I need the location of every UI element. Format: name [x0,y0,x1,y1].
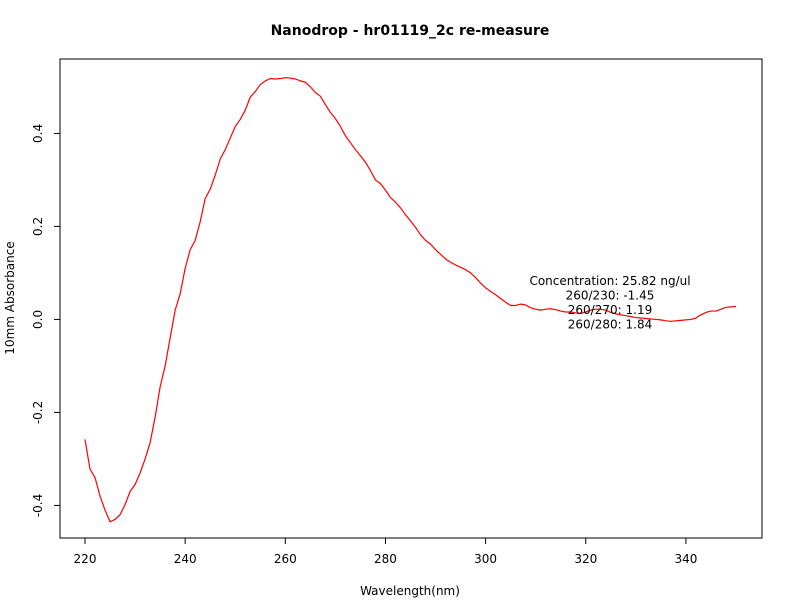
y-axis-label: 10mm Absorbance [3,241,17,354]
y-tick-label: -0.4 [31,494,45,517]
y-axis: -0.4 -0.2 0.0 0.2 0.4 [31,124,61,517]
x-axis: 220 240 260 280 300 320 340 [74,537,697,566]
series-line-0 [84,76,737,523]
plot-frame [59,58,763,539]
series-group [84,76,737,523]
annotation-line: Concentration: 25.82 ng/ul [529,274,690,288]
y-tick-label: 0.4 [31,124,45,143]
annotation-line: 260/280: 1.84 [568,318,652,332]
x-tick-label: 280 [374,552,397,566]
y-tick-label: 0.0 [31,310,45,329]
x-tick-label: 220 [74,552,97,566]
x-tick-label: 260 [274,552,297,566]
annotation-line: 260/270: 1.19 [568,303,652,317]
x-tick-label: 240 [174,552,197,566]
y-tick-label: -0.2 [31,401,45,424]
annotation-line: 260/230: -1.45 [566,289,655,303]
x-tick-label: 300 [474,552,497,566]
x-tick-label: 340 [674,552,697,566]
x-axis-label: Wavelength(nm) [360,584,460,598]
chart-title: Nanodrop - hr01119_2c re-measure [271,23,550,39]
y-tick-label: 0.2 [31,217,45,236]
x-tick-label: 320 [574,552,597,566]
